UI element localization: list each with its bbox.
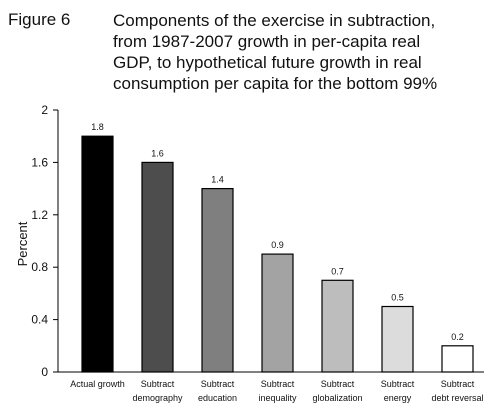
figure-label: Figure 6: [8, 10, 71, 29]
category-label: Subtract: [381, 379, 415, 389]
data-label: 0.5: [391, 293, 404, 303]
category-label: Subtract: [441, 379, 475, 389]
data-labels: 1.8 1.6 1.4 0.9 0.7 0.5 0.2: [91, 122, 464, 342]
title-line-2: from 1987-2007 growth in per-capita real: [113, 32, 421, 51]
category-label: Subtract: [261, 379, 295, 389]
title-line-4: consumption per capita for the bottom 99…: [113, 74, 438, 93]
bar: [141, 161, 174, 373]
category-label: Actual growth: [70, 379, 125, 389]
data-label: 1.6: [151, 148, 164, 158]
chart-title: Components of the exercise in subtractio…: [113, 10, 485, 94]
y-tick-label: 0: [41, 365, 48, 379]
y-axis-label: Percent: [15, 221, 30, 266]
bar: [441, 345, 474, 373]
data-label: 0.7: [331, 266, 344, 276]
category-label: globalization: [312, 393, 362, 403]
data-label: 1.4: [211, 175, 224, 185]
category-label: inequality: [258, 393, 297, 403]
data-label: 0.2: [451, 332, 464, 342]
category-label: Subtract: [141, 379, 175, 389]
bar: [81, 135, 114, 373]
category-labels: Actual growth Subtract demography Subtract e…: [70, 379, 483, 403]
category-label: energy: [384, 393, 412, 403]
bar: [321, 279, 354, 373]
bars: [81, 135, 474, 373]
category-label: Subtract: [201, 379, 235, 389]
category-label: Subtract: [321, 379, 355, 389]
data-label: 1.8: [91, 122, 104, 132]
data-label: 0.9: [271, 240, 284, 250]
y-tick-label: 2: [41, 103, 48, 117]
y-tick-label: 1.2: [31, 208, 48, 222]
category-label: debt reversal: [431, 393, 483, 403]
bar: [261, 253, 294, 373]
y-tick-label: 1.6: [31, 155, 48, 169]
title-line-3: GDP, to hypothetical future growth in re…: [113, 53, 422, 72]
category-label: demography: [132, 393, 183, 403]
bar: [381, 305, 414, 373]
category-label: education: [198, 393, 237, 403]
y-tick-label: 0.4: [31, 313, 48, 327]
y-tick-label: 0.8: [31, 260, 48, 274]
title-line-1: Components of the exercise in subtractio…: [113, 11, 436, 30]
bar: [201, 188, 234, 373]
